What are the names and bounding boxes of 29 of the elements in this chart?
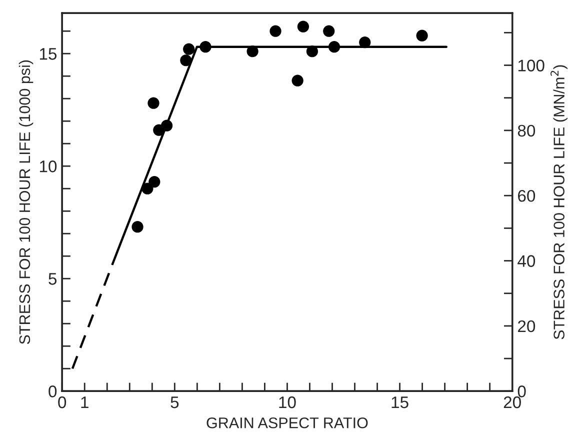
y-axis-title: STRESS FOR 100 HOUR LIFE (1000 psi)	[18, 60, 34, 344]
y2-tick-label: 100	[518, 60, 544, 72]
point	[270, 25, 282, 37]
point	[148, 97, 160, 109]
point	[292, 74, 304, 86]
y-tick-label: 10	[40, 160, 57, 172]
x-tick-label: 20	[504, 396, 521, 408]
point	[180, 54, 192, 66]
y-tick-label: 15	[40, 48, 57, 60]
y-tick-label: 5	[48, 273, 57, 285]
x-tick-label: 1	[81, 396, 88, 408]
x-tick-label: 5	[170, 396, 179, 408]
point	[297, 20, 310, 32]
y2-tick-label: 60	[518, 190, 536, 202]
y2-tick-label: 80	[518, 124, 536, 137]
y-tick-label: 0	[48, 386, 57, 398]
point	[132, 221, 144, 233]
y2-tick-label: 20	[518, 320, 536, 332]
x-tick-label: 15	[392, 396, 408, 408]
y2-axis-title: STRESS FOR 100 HOUR LIFE (MN/m$^{2}$)	[550, 65, 568, 340]
point	[183, 43, 195, 55]
x-axis-title: GRAIN ASPECT RATIO	[206, 417, 368, 428]
point	[323, 25, 335, 37]
y2-tick-label: 40	[518, 255, 536, 267]
x-tick-label: 10	[279, 396, 296, 408]
x-tick-label: 0	[58, 396, 66, 408]
y2-tick-label: 0	[518, 386, 526, 398]
point	[148, 176, 160, 188]
point	[416, 30, 428, 42]
